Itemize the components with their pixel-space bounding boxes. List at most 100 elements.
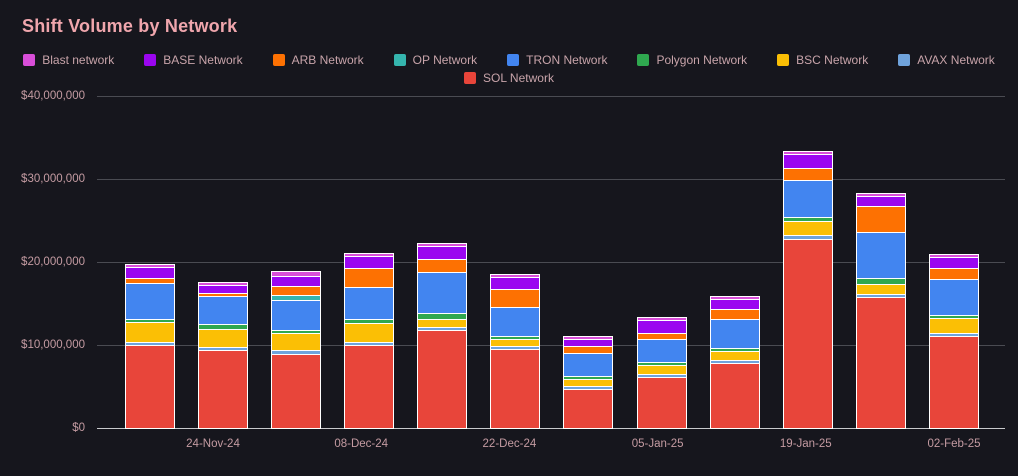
bar-segment-sol-network[interactable] bbox=[417, 330, 468, 429]
stacked-bar[interactable] bbox=[490, 274, 541, 429]
bar-segment-polygon-network[interactable] bbox=[928, 315, 979, 319]
legend-item-tron-network[interactable]: TRON Network bbox=[507, 53, 607, 67]
bar-segment-arb-network[interactable] bbox=[636, 332, 687, 340]
bar-segment-polygon-network[interactable] bbox=[709, 348, 760, 352]
bar-segment-blast-network[interactable] bbox=[709, 295, 760, 299]
stacked-bar[interactable] bbox=[636, 317, 687, 429]
bar-segment-blast-network[interactable] bbox=[490, 274, 541, 278]
legend-item-bsc-network[interactable]: BSC Network bbox=[777, 53, 868, 67]
bar-segment-sol-network[interactable] bbox=[198, 350, 249, 429]
bar-segment-base-network[interactable] bbox=[198, 285, 249, 293]
bar-segment-polygon-network[interactable] bbox=[125, 319, 175, 323]
stacked-bar[interactable] bbox=[563, 336, 614, 429]
bar-segment-arb-network[interactable] bbox=[344, 267, 395, 288]
stacked-bar[interactable] bbox=[855, 193, 906, 429]
bar-segment-avax-network[interactable] bbox=[490, 346, 541, 350]
bar-segment-bsc-network[interactable] bbox=[125, 322, 175, 343]
bar-segment-sol-network[interactable] bbox=[928, 336, 979, 429]
bar-segment-blast-network[interactable] bbox=[198, 282, 249, 286]
bar-segment-bsc-network[interactable] bbox=[271, 333, 322, 350]
bar-segment-base-network[interactable] bbox=[928, 256, 979, 268]
stacked-bar[interactable] bbox=[125, 264, 175, 429]
bar-segment-tron-network[interactable] bbox=[636, 339, 687, 363]
bar-segment-sol-network[interactable] bbox=[782, 238, 833, 429]
bar-segment-bsc-network[interactable] bbox=[855, 284, 906, 294]
bar-segment-tron-network[interactable] bbox=[344, 287, 395, 320]
bar-segment-base-network[interactable] bbox=[782, 154, 833, 169]
bar-segment-blast-network[interactable] bbox=[125, 264, 175, 268]
bar-segment-avax-network[interactable] bbox=[928, 333, 979, 336]
bar-segment-blast-network[interactable] bbox=[563, 336, 614, 340]
stacked-bar[interactable] bbox=[782, 151, 833, 429]
bar-segment-bsc-network[interactable] bbox=[636, 365, 687, 374]
bar-segment-arb-network[interactable] bbox=[855, 205, 906, 233]
bar-segment-bsc-network[interactable] bbox=[709, 351, 760, 361]
bar-segment-tron-network[interactable] bbox=[855, 232, 906, 278]
legend-item-op-network[interactable]: OP Network bbox=[393, 53, 477, 67]
stacked-bar[interactable] bbox=[417, 242, 468, 429]
bar-segment-base-network[interactable] bbox=[125, 267, 175, 278]
bar-segment-avax-network[interactable] bbox=[417, 327, 468, 331]
bar-segment-avax-network[interactable] bbox=[198, 346, 249, 351]
bar-segment-sol-network[interactable] bbox=[636, 376, 687, 429]
bar-segment-polygon-network[interactable] bbox=[417, 313, 468, 319]
legend-item-avax-network[interactable]: AVAX Network bbox=[898, 53, 995, 67]
bar-segment-bsc-network[interactable] bbox=[928, 318, 979, 333]
bar-segment-base-network[interactable] bbox=[636, 320, 687, 333]
bar-segment-sol-network[interactable] bbox=[855, 297, 906, 429]
bar-segment-avax-network[interactable] bbox=[636, 373, 687, 377]
bar-segment-bsc-network[interactable] bbox=[782, 221, 833, 236]
bar-segment-polygon-network[interactable] bbox=[198, 323, 249, 330]
bar-segment-bsc-network[interactable] bbox=[563, 378, 614, 387]
bar-segment-blast-network[interactable] bbox=[928, 253, 979, 257]
bar-segment-blast-network[interactable] bbox=[417, 242, 468, 246]
bar-segment-op-network[interactable] bbox=[271, 294, 322, 301]
bar-segment-base-network[interactable] bbox=[271, 275, 322, 286]
bar-segment-bsc-network[interactable] bbox=[490, 338, 541, 347]
bar-segment-tron-network[interactable] bbox=[782, 180, 833, 217]
bar-segment-arb-network[interactable] bbox=[125, 277, 175, 283]
bar-segment-bsc-network[interactable] bbox=[344, 323, 395, 343]
bar-segment-polygon-network[interactable] bbox=[271, 329, 322, 334]
legend-item-base-network[interactable]: BASE Network bbox=[144, 53, 243, 67]
bar-segment-sol-network[interactable] bbox=[344, 345, 395, 429]
bar-segment-avax-network[interactable] bbox=[563, 386, 614, 390]
legend-item-blast-network[interactable]: Blast network bbox=[23, 53, 114, 67]
bar-segment-base-network[interactable] bbox=[563, 339, 614, 347]
bar-segment-blast-network[interactable] bbox=[344, 252, 395, 256]
bar-segment-polygon-network[interactable] bbox=[636, 362, 687, 366]
bar-segment-arb-network[interactable] bbox=[782, 168, 833, 181]
bar-segment-base-network[interactable] bbox=[490, 277, 541, 290]
bar-segment-blast-network[interactable] bbox=[636, 317, 687, 321]
bar-segment-tron-network[interactable] bbox=[271, 300, 322, 330]
bar-segment-sol-network[interactable] bbox=[490, 349, 541, 429]
legend-item-arb-network[interactable]: ARB Network bbox=[272, 53, 364, 67]
bar-segment-sol-network[interactable] bbox=[125, 345, 175, 429]
bar-segment-polygon-network[interactable] bbox=[563, 375, 614, 379]
bar-segment-base-network[interactable] bbox=[709, 298, 760, 310]
bar-segment-bsc-network[interactable] bbox=[417, 318, 468, 328]
bar-segment-tron-network[interactable] bbox=[563, 352, 614, 376]
bar-segment-avax-network[interactable] bbox=[855, 294, 906, 297]
bar-segment-arb-network[interactable] bbox=[417, 259, 468, 273]
bar-segment-bsc-network[interactable] bbox=[198, 329, 249, 347]
bar-segment-tron-network[interactable] bbox=[198, 295, 249, 324]
bar-segment-arb-network[interactable] bbox=[271, 285, 322, 295]
bar-segment-base-network[interactable] bbox=[344, 255, 395, 268]
bar-segment-polygon-network[interactable] bbox=[344, 319, 395, 324]
bar-segment-tron-network[interactable] bbox=[928, 278, 979, 316]
bar-segment-avax-network[interactable] bbox=[125, 342, 175, 346]
bar-segment-polygon-network[interactable] bbox=[855, 277, 906, 284]
bar-segment-polygon-network[interactable] bbox=[490, 335, 541, 339]
bar-segment-sol-network[interactable] bbox=[271, 353, 322, 429]
bar-segment-blast-network[interactable] bbox=[782, 151, 833, 155]
bar-segment-arb-network[interactable] bbox=[928, 267, 979, 279]
bar-segment-avax-network[interactable] bbox=[782, 235, 833, 239]
bar-segment-avax-network[interactable] bbox=[271, 349, 322, 354]
stacked-bar[interactable] bbox=[198, 282, 249, 429]
legend-item-polygon-network[interactable]: Polygon Network bbox=[637, 53, 747, 67]
bar-segment-base-network[interactable] bbox=[855, 196, 906, 206]
bar-segment-sol-network[interactable] bbox=[709, 363, 760, 429]
bar-segment-tron-network[interactable] bbox=[125, 282, 175, 320]
stacked-bar[interactable] bbox=[709, 295, 760, 429]
